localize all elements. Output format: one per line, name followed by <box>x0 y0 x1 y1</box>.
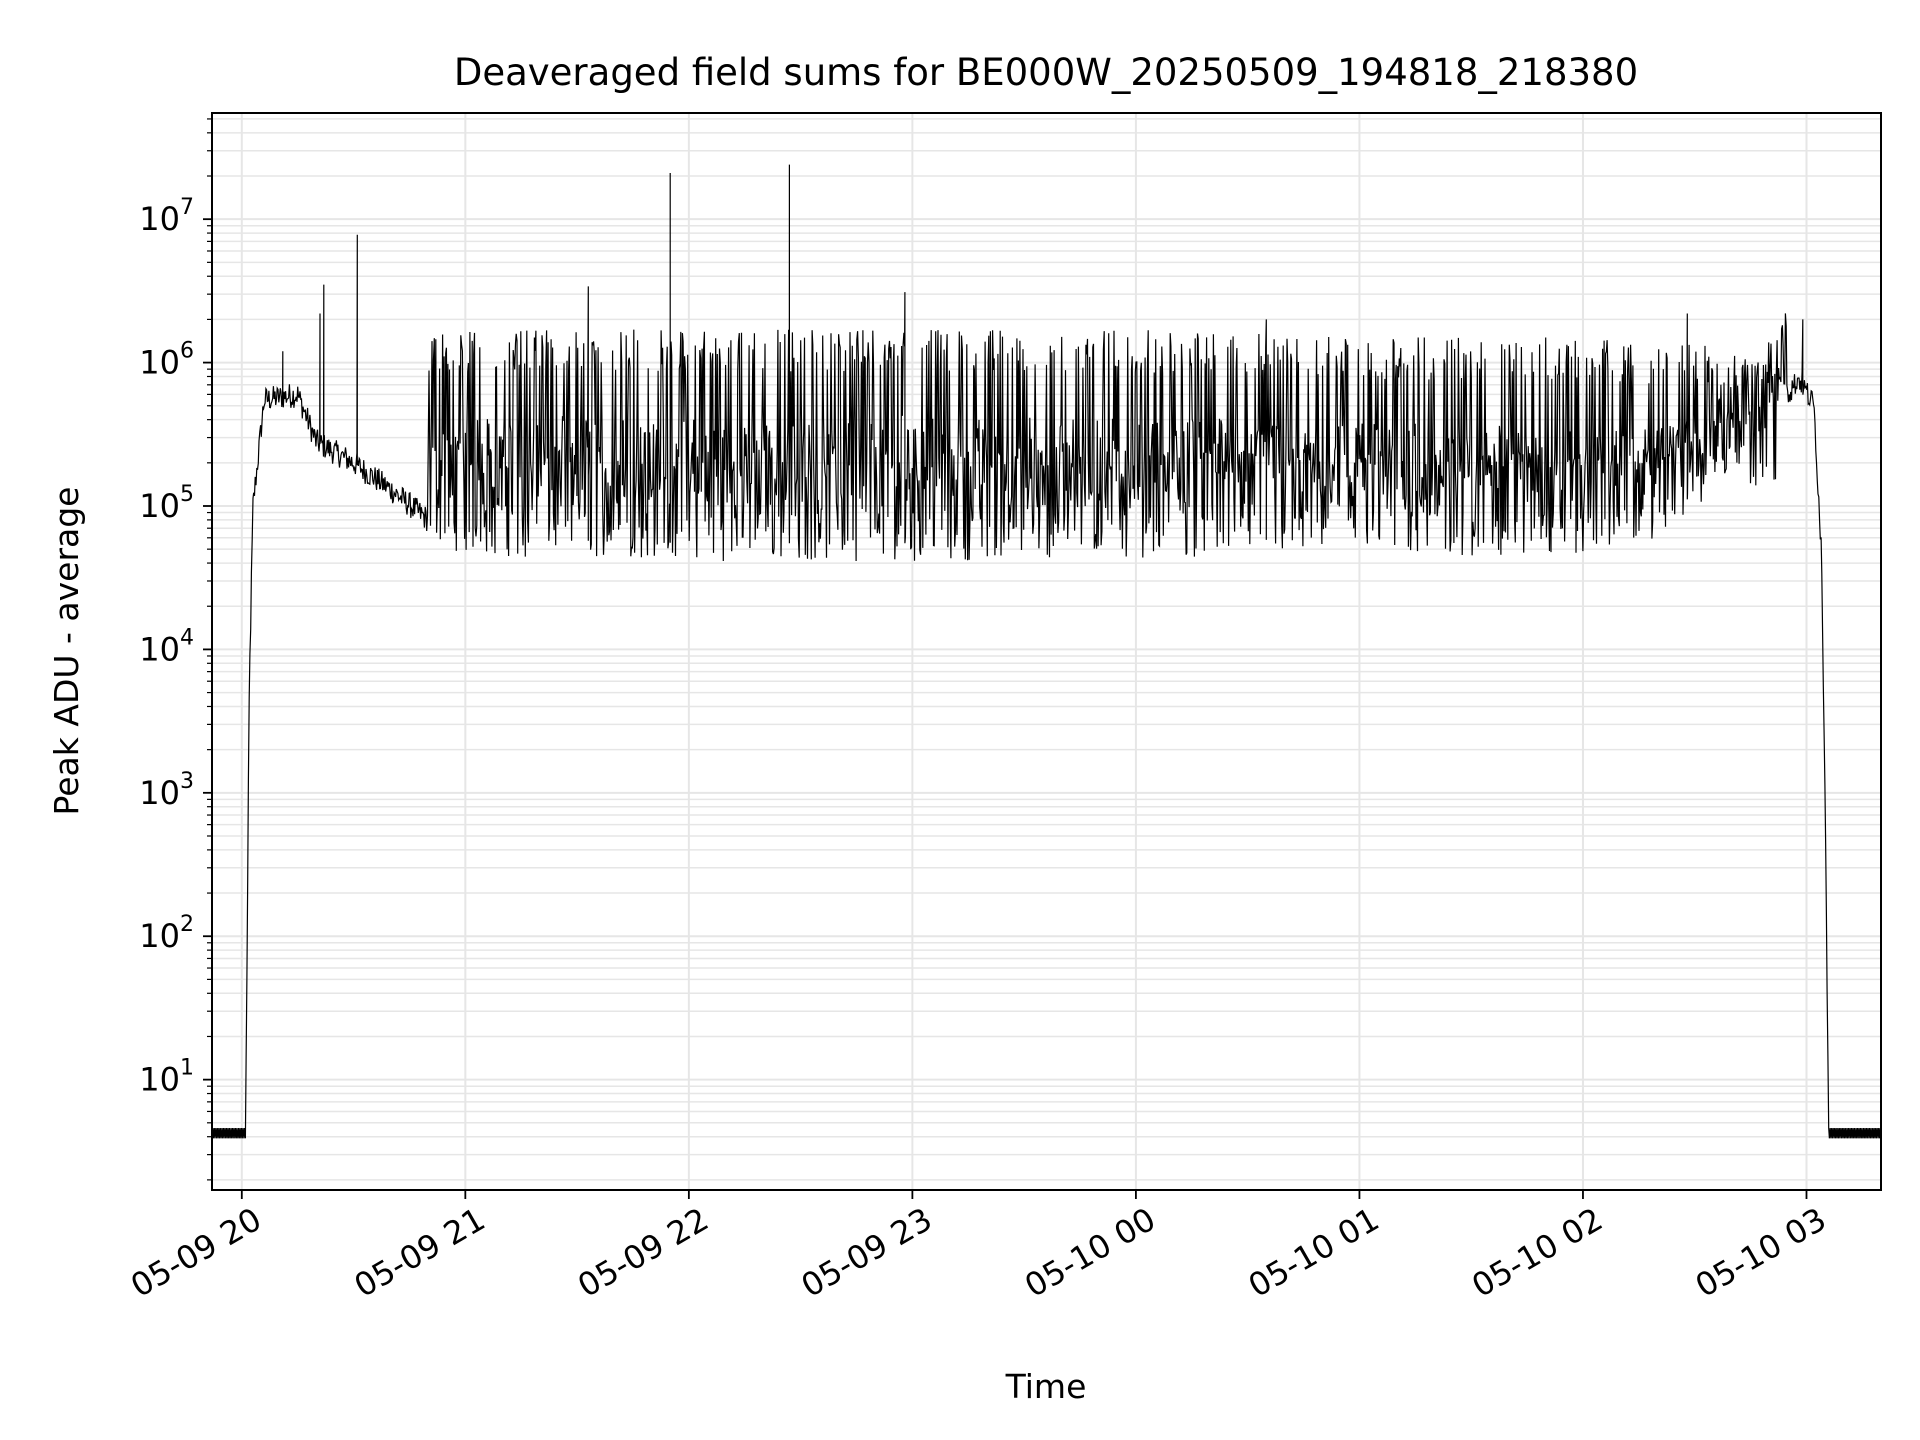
y-tick-label: 103 <box>139 769 194 812</box>
y-axis-label: Peak ADU - average <box>47 487 86 816</box>
y-tick-label: 104 <box>139 625 194 668</box>
x-axis-label: Time <box>1005 1367 1087 1406</box>
y-tick-label: 101 <box>139 1056 194 1099</box>
plot-frame <box>211 112 1882 1191</box>
y-axis-ticks: 101 102 103 104 105 106 107 <box>139 118 212 1181</box>
grid <box>212 113 1881 1190</box>
y-tick-label: 107 <box>139 195 194 238</box>
series-line <box>212 164 1881 1139</box>
chart-title: Deaveraged field sums for BE000W_2025050… <box>454 51 1638 94</box>
data-series <box>212 164 1881 1139</box>
y-tick-label: 106 <box>139 339 194 382</box>
y-tick-label: 102 <box>139 912 194 955</box>
y-tick-label: 105 <box>139 482 194 525</box>
